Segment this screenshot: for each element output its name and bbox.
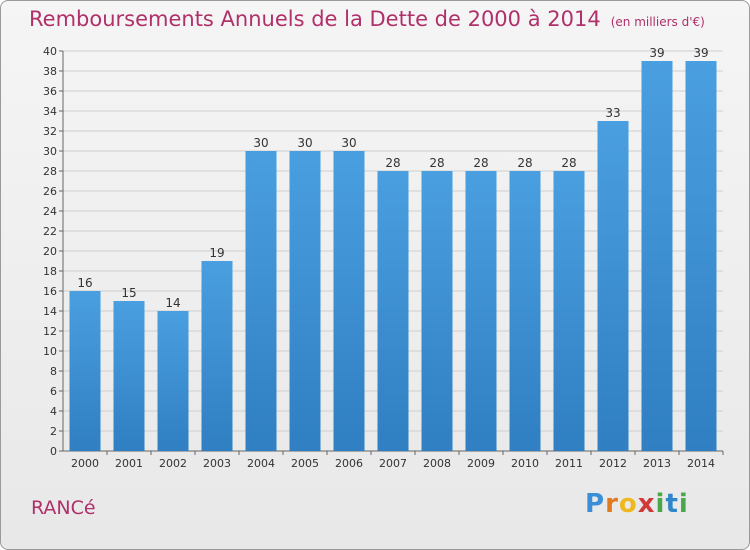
- bar: [201, 261, 233, 451]
- value-label: 30: [297, 136, 312, 150]
- y-tick-label: 18: [43, 265, 57, 278]
- y-tick-label: 0: [50, 445, 57, 458]
- logo-letter: i: [678, 489, 689, 519]
- bars: [69, 61, 717, 451]
- unit-text: (en milliers d'€): [610, 15, 705, 29]
- value-label: 30: [253, 136, 268, 150]
- value-label: 28: [517, 156, 532, 170]
- value-label: 15: [121, 286, 136, 300]
- bar: [113, 301, 145, 451]
- bar: [553, 171, 585, 451]
- value-label: 28: [561, 156, 576, 170]
- value-label: 19: [209, 246, 224, 260]
- y-tick-label: 20: [43, 245, 57, 258]
- x-tick-label: 2013: [643, 457, 671, 470]
- chart-title: Remboursements Annuels de la Dette de 20…: [29, 7, 705, 31]
- bar: [421, 171, 453, 451]
- y-tick-label: 30: [43, 145, 57, 158]
- y-tick-label: 8: [50, 365, 57, 378]
- place-name: RANCé: [31, 497, 96, 519]
- bar: [597, 121, 629, 451]
- x-tick-label: 2005: [291, 457, 319, 470]
- value-label: 14: [165, 296, 180, 310]
- value-label: 33: [605, 106, 620, 120]
- logo-letter: o: [618, 489, 638, 519]
- y-tick-label: 2: [50, 425, 57, 438]
- y-tick-label: 26: [43, 185, 57, 198]
- x-tick-label: 2010: [511, 457, 539, 470]
- y-tick-label: 36: [43, 85, 57, 98]
- bar: [465, 171, 497, 451]
- bar: [685, 61, 717, 451]
- logo-letter: r: [605, 489, 619, 519]
- y-tick-label: 38: [43, 65, 57, 78]
- bar: [377, 171, 409, 451]
- value-labels: 16 15 14 19 30 30 30 28 28 28 28 28 33 39 39: [77, 46, 708, 310]
- bar: [333, 151, 365, 451]
- logo-letter: i: [655, 489, 666, 519]
- value-label: 39: [649, 46, 664, 60]
- proxiti-logo[interactable]: Proxiti: [585, 489, 689, 519]
- y-tick-label: 24: [43, 205, 57, 218]
- bar: [245, 151, 277, 451]
- y-tick-label: 10: [43, 345, 57, 358]
- title-text: Remboursements Annuels de la Dette de 20…: [29, 7, 601, 31]
- y-tick-label: 6: [50, 385, 57, 398]
- x-tick-label: 2004: [247, 457, 275, 470]
- y-tick-label: 40: [43, 45, 57, 58]
- x-tick-labels: 2000 2001 2002 2003 2004 2005 2006 2007 2008 2009…: [71, 457, 715, 470]
- y-tick-label: 22: [43, 225, 57, 238]
- bar: [509, 171, 541, 451]
- y-tick-label: 34: [43, 105, 57, 118]
- bar: [641, 61, 673, 451]
- x-tick-label: 2007: [379, 457, 407, 470]
- bar: [69, 291, 101, 451]
- y-tick-label: 32: [43, 125, 57, 138]
- x-tick-label: 2003: [203, 457, 231, 470]
- logo-letter: x: [637, 489, 656, 519]
- x-tick-label: 2009: [467, 457, 495, 470]
- value-label: 39: [693, 46, 708, 60]
- y-tick-label: 14: [43, 305, 57, 318]
- logo-letter: P: [585, 489, 606, 519]
- x-tick-label: 2008: [423, 457, 451, 470]
- x-tick-label: 2011: [555, 457, 583, 470]
- logo-letter: t: [665, 489, 679, 519]
- value-label: 28: [429, 156, 444, 170]
- bar: [289, 151, 321, 451]
- y-tick-label: 16: [43, 285, 57, 298]
- x-tick-label: 2014: [687, 457, 715, 470]
- y-tick-label: 4: [50, 405, 57, 418]
- value-label: 16: [77, 276, 92, 290]
- value-label: 28: [473, 156, 488, 170]
- y-tick-label: 12: [43, 325, 57, 338]
- x-tick-label: 2001: [115, 457, 143, 470]
- x-tick-label: 2006: [335, 457, 363, 470]
- value-label: 28: [385, 156, 400, 170]
- bar: [157, 311, 189, 451]
- x-tick-label: 2012: [599, 457, 627, 470]
- x-tick-label: 2002: [159, 457, 187, 470]
- x-tick-label: 2000: [71, 457, 99, 470]
- value-label: 30: [341, 136, 356, 150]
- y-tick-label: 28: [43, 165, 57, 178]
